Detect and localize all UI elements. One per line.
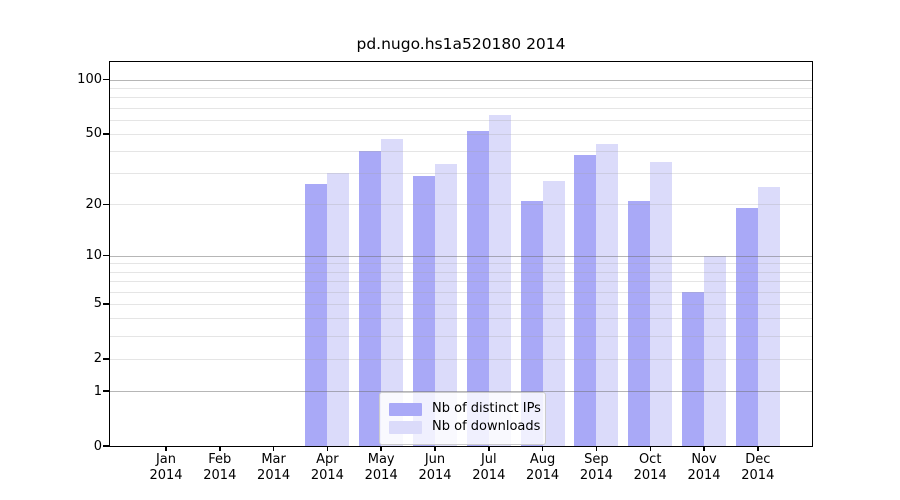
gridline-minor [110, 151, 812, 153]
x-tick-label: Apr 2014 [310, 452, 344, 483]
y-tick-label: 5 [93, 296, 102, 312]
gridline-minor [110, 119, 812, 121]
y-tick-mark [103, 203, 110, 205]
gridline-minor [110, 318, 812, 320]
gridline-minor [110, 107, 812, 109]
y-tick-label: 10 [85, 248, 102, 264]
x-tick-mark [219, 446, 221, 451]
x-tick-mark [165, 446, 167, 451]
legend-label-downloads: Nb of downloads [432, 419, 541, 434]
x-tick-label: Nov 2014 [687, 452, 721, 483]
legend-swatch-distinct-ips [389, 402, 422, 416]
chart-title: pd.nugo.hs1a520180 2014 [356, 35, 566, 53]
y-tick-label: 100 [77, 72, 102, 88]
bar-distinct-ips-apr [305, 184, 328, 446]
x-tick-label: Feb 2014 [203, 452, 237, 483]
bar-distinct-ips-oct [628, 200, 651, 446]
gridline-minor [110, 263, 812, 265]
bar-distinct-ips-jul [466, 130, 489, 446]
x-tick-mark [272, 446, 275, 451]
plot-area [110, 62, 812, 446]
x-tick-mark [488, 446, 490, 451]
x-tick-label: Dec 2014 [741, 452, 775, 483]
y-tick-mark [103, 133, 110, 135]
bar-distinct-ips-dec [735, 208, 758, 446]
bar-downloads-jul [488, 114, 511, 446]
legend-item-distinct-ips: Nb of distinct IPs [389, 401, 541, 417]
x-tick-label: Jan 2014 [149, 452, 183, 483]
x-tick-mark [649, 446, 651, 451]
y-tick-mark [103, 78, 110, 81]
gridline-minor [110, 303, 812, 305]
gridline-minor [110, 87, 812, 89]
legend-swatch-downloads [389, 420, 422, 434]
bar-downloads-sep [596, 143, 619, 446]
x-tick-label: Oct 2014 [633, 452, 667, 483]
bar-downloads-oct [650, 161, 673, 446]
y-tick-label: 0 [93, 438, 102, 454]
gridline-minor [110, 173, 812, 175]
legend-label-distinct-ips: Nb of distinct IPs [432, 401, 541, 416]
gridline-minor [110, 133, 812, 135]
y-tick-label: 50 [85, 126, 102, 142]
y-tick-label: 1 [93, 383, 102, 399]
x-tick-mark [703, 446, 705, 451]
bar-downloads-apr [327, 173, 350, 446]
y-tick-mark [103, 303, 110, 305]
y-tick-mark [103, 390, 110, 392]
gridline-major [110, 79, 812, 81]
x-tick-label: Sep 2014 [579, 452, 613, 483]
bar-downloads-nov [704, 255, 726, 446]
legend: Nb of distinct IPs Nb of downloads [379, 392, 546, 445]
x-tick-label: Aug 2014 [526, 452, 560, 483]
x-tick-label: Jun 2014 [418, 452, 452, 483]
y-tick-mark [103, 358, 110, 360]
x-tick-mark [541, 446, 544, 451]
x-tick-label: Jul 2014 [472, 452, 506, 483]
bar-downloads-dec [757, 187, 780, 446]
y-tick-mark [103, 254, 110, 257]
gridline-major [110, 391, 812, 392]
gridline-minor [110, 335, 812, 337]
gridline-minor [110, 291, 812, 293]
bar-downloads-may [381, 138, 404, 446]
bar-distinct-ips-jun [413, 175, 435, 446]
bar-distinct-ips-may [359, 151, 382, 446]
bar-downloads-jun [435, 163, 457, 446]
bar-distinct-ips-aug [520, 200, 543, 446]
gridline-minor [110, 271, 812, 273]
gridline-minor [110, 204, 812, 206]
bar-distinct-ips-nov [682, 291, 704, 446]
bar-distinct-ips-sep [574, 155, 597, 446]
gridline-major [110, 255, 812, 257]
bar-downloads-aug [542, 181, 565, 446]
y-tick-label: 2 [93, 351, 102, 367]
y-tick-label: 20 [85, 196, 102, 212]
gridline-minor [110, 97, 812, 99]
gridline-minor [110, 358, 812, 360]
gridline-minor [110, 280, 812, 282]
x-tick-label: Mar 2014 [257, 452, 291, 483]
y-tick-mark [103, 445, 110, 447]
legend-item-downloads: Nb of downloads [389, 419, 540, 435]
x-tick-label: May 2014 [364, 452, 398, 483]
x-tick-mark [595, 446, 598, 451]
x-tick-mark [326, 446, 329, 451]
x-tick-mark [757, 446, 759, 451]
x-tick-mark [434, 446, 436, 451]
x-tick-mark [380, 446, 382, 451]
